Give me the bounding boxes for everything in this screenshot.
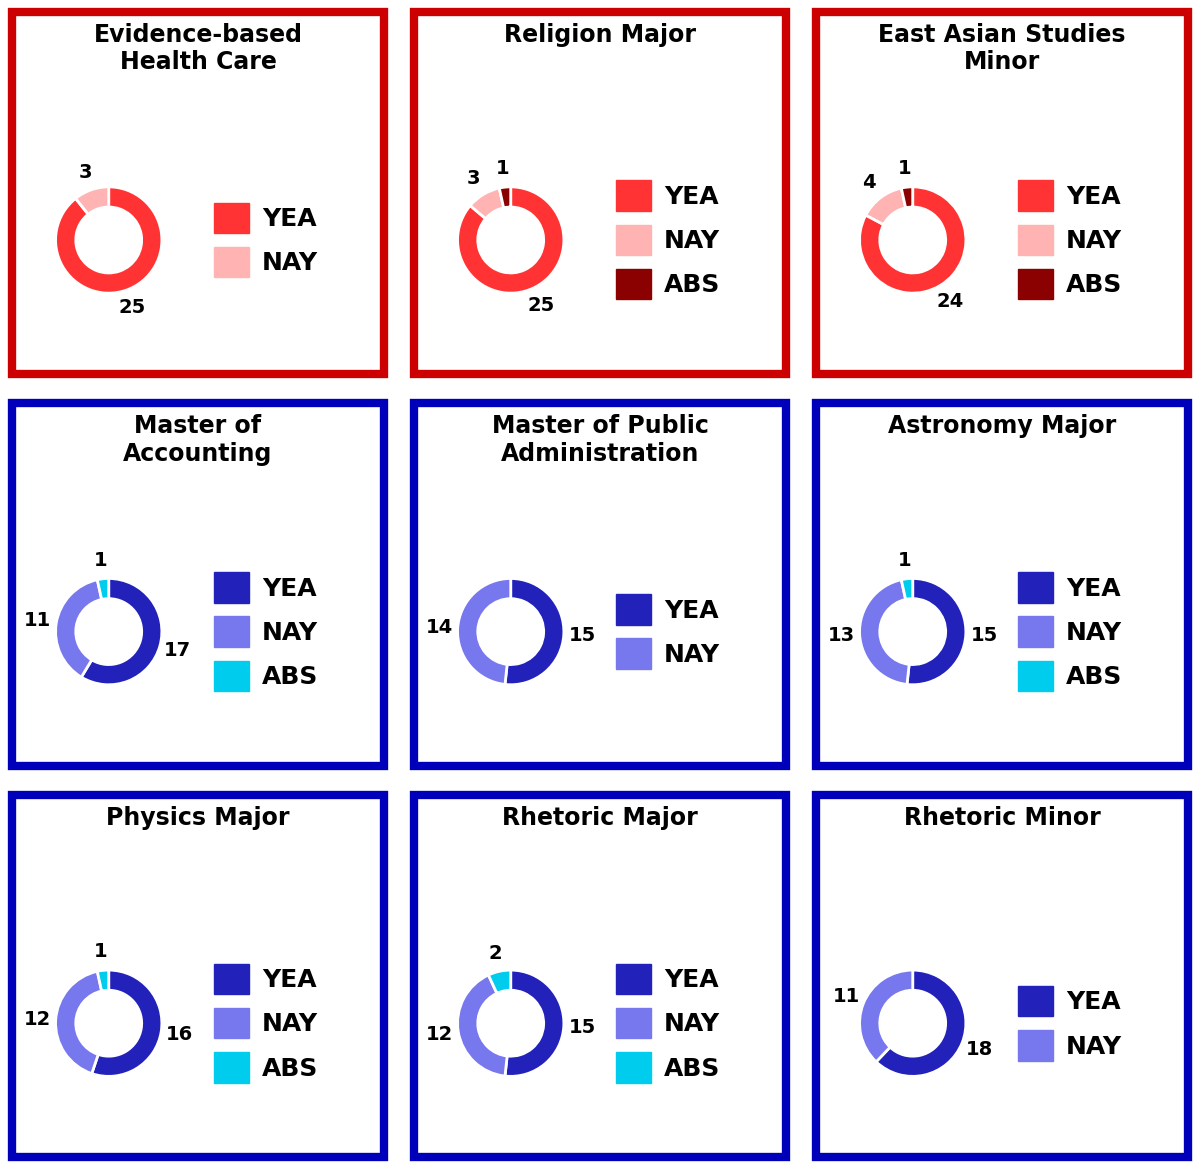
- Legend: YEA, NAY: YEA, NAY: [1019, 985, 1122, 1060]
- Text: Rhetoric Major: Rhetoric Major: [502, 805, 698, 830]
- Wedge shape: [97, 970, 109, 991]
- Legend: YEA, NAY: YEA, NAY: [617, 594, 720, 669]
- Text: 25: 25: [119, 298, 146, 317]
- Legend: YEA, NAY, ABS: YEA, NAY, ABS: [215, 572, 318, 691]
- Text: 2: 2: [488, 943, 502, 962]
- Wedge shape: [488, 970, 511, 994]
- Text: 25: 25: [527, 296, 554, 314]
- Text: 1: 1: [94, 551, 108, 569]
- Text: 24: 24: [936, 292, 964, 311]
- Text: Physics Major: Physics Major: [107, 805, 289, 830]
- Text: 11: 11: [24, 610, 52, 629]
- Text: Master of Public
Administration: Master of Public Administration: [492, 414, 708, 466]
- Legend: YEA, NAY, ABS: YEA, NAY, ABS: [1019, 180, 1122, 299]
- Wedge shape: [901, 187, 913, 208]
- Text: 18: 18: [966, 1040, 992, 1059]
- Wedge shape: [55, 187, 162, 293]
- Wedge shape: [907, 579, 966, 685]
- Wedge shape: [470, 188, 504, 219]
- Wedge shape: [76, 187, 109, 214]
- Wedge shape: [859, 970, 913, 1061]
- Wedge shape: [865, 188, 906, 224]
- Text: Rhetoric Minor: Rhetoric Minor: [904, 805, 1100, 830]
- Text: 15: 15: [971, 625, 998, 645]
- Wedge shape: [505, 579, 564, 685]
- Text: 14: 14: [426, 618, 452, 637]
- Wedge shape: [55, 971, 102, 1073]
- Legend: YEA, NAY, ABS: YEA, NAY, ABS: [215, 963, 318, 1082]
- Text: 12: 12: [426, 1025, 454, 1044]
- Text: 3: 3: [467, 170, 480, 188]
- Wedge shape: [457, 975, 508, 1075]
- Text: 11: 11: [833, 987, 859, 1007]
- Text: Religion Major: Religion Major: [504, 22, 696, 47]
- Legend: YEA, NAY, ABS: YEA, NAY, ABS: [617, 180, 720, 299]
- Text: 1: 1: [898, 551, 912, 569]
- Text: 17: 17: [164, 642, 192, 660]
- Legend: YEA, NAY, ABS: YEA, NAY, ABS: [1019, 572, 1122, 691]
- Text: 1: 1: [94, 942, 108, 961]
- Wedge shape: [859, 580, 910, 684]
- Text: 4: 4: [863, 173, 876, 193]
- Wedge shape: [97, 579, 109, 600]
- Text: Master of
Accounting: Master of Accounting: [124, 414, 272, 466]
- Text: 3: 3: [78, 162, 91, 181]
- Legend: YEA, NAY, ABS: YEA, NAY, ABS: [617, 963, 720, 1082]
- Wedge shape: [55, 580, 102, 677]
- Wedge shape: [901, 579, 913, 600]
- Legend: YEA, NAY: YEA, NAY: [215, 202, 318, 277]
- Wedge shape: [876, 970, 966, 1077]
- Text: 13: 13: [828, 625, 854, 645]
- Text: 1: 1: [496, 159, 510, 178]
- Text: 15: 15: [569, 1017, 596, 1037]
- Wedge shape: [499, 187, 511, 208]
- Text: 16: 16: [166, 1025, 193, 1044]
- Wedge shape: [457, 579, 511, 684]
- Wedge shape: [82, 579, 162, 685]
- Wedge shape: [91, 970, 162, 1077]
- Wedge shape: [457, 187, 564, 293]
- Wedge shape: [505, 970, 564, 1077]
- Wedge shape: [859, 187, 966, 293]
- Text: 1: 1: [898, 159, 912, 178]
- Text: Evidence-based
Health Care: Evidence-based Health Care: [94, 22, 302, 75]
- Text: Astronomy Major: Astronomy Major: [888, 414, 1116, 438]
- Text: 12: 12: [24, 1010, 50, 1029]
- Text: East Asian Studies
Minor: East Asian Studies Minor: [878, 22, 1126, 75]
- Text: 15: 15: [569, 625, 596, 645]
